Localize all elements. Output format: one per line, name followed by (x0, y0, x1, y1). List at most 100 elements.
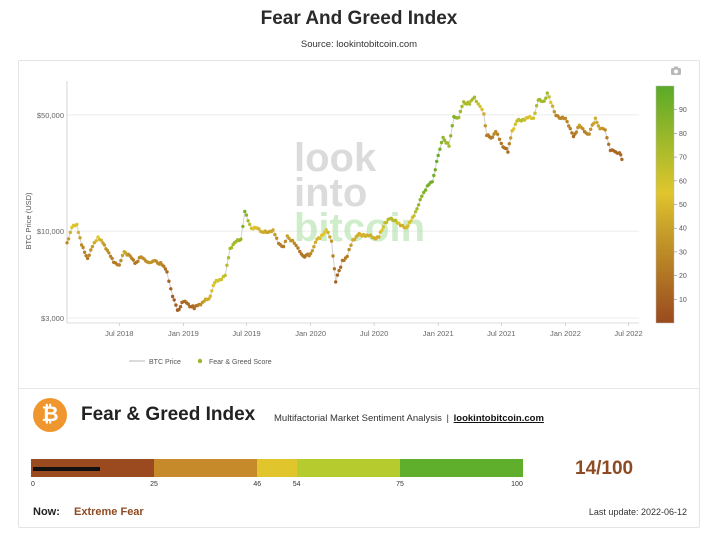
score-point (318, 236, 322, 241)
score-point (534, 104, 539, 108)
colorbar-tick-label: 10 (679, 297, 687, 304)
score-point (565, 119, 569, 124)
score-point (492, 132, 496, 136)
score-point (192, 306, 196, 311)
fg-subtitle-separator: | (446, 413, 450, 424)
score-point (377, 235, 381, 239)
x-tick-label: Jan 2022 (550, 329, 581, 338)
score-point (571, 134, 576, 139)
colorbar-tick-label: 90 (679, 107, 687, 114)
score-point (415, 207, 419, 211)
score-point (433, 168, 437, 172)
score-point (313, 240, 318, 244)
gauge-tick-label: 25 (150, 481, 158, 488)
score-point (482, 112, 486, 116)
gauge-ticks: 0 25 46 54 75 100 (31, 481, 523, 493)
score-point (478, 104, 482, 109)
score-point (225, 263, 229, 267)
score-point (552, 110, 556, 114)
score-point (226, 256, 231, 260)
score-point (65, 241, 69, 245)
score-point (110, 256, 114, 261)
score-point (507, 142, 511, 146)
score-point (570, 131, 574, 135)
now-label: Now: (33, 506, 60, 518)
score-point (418, 197, 422, 202)
score-point (169, 287, 173, 291)
score-point (82, 250, 87, 254)
score-point (574, 130, 579, 134)
score-point (438, 147, 442, 151)
score-point (533, 111, 537, 115)
score-point (281, 244, 286, 249)
score-point (136, 259, 140, 263)
score-point (119, 258, 123, 263)
score-point (544, 96, 548, 100)
score-point (174, 303, 178, 307)
fear-greed-gauge (31, 459, 523, 477)
y-axis-label: BTC Price (USD) (24, 192, 33, 250)
score-point (412, 214, 416, 218)
score-point (416, 203, 421, 207)
score-point (513, 122, 518, 126)
camera-icon[interactable] (671, 66, 681, 76)
score-point (550, 104, 555, 108)
legend-score: Fear & Greed Score (209, 359, 272, 366)
x-tick-label: Jan 2021 (423, 329, 454, 338)
score-value: 14/100 (575, 458, 634, 479)
score-point (432, 173, 436, 178)
score-point (449, 134, 453, 138)
score-point (219, 277, 224, 282)
score-point (406, 224, 410, 228)
score-point (120, 253, 125, 258)
colorbar-tick-label: 50 (679, 202, 687, 209)
score-point (409, 219, 413, 223)
chart-card: look into bitcoin $3,000 $10,000 $50,000 J… (18, 60, 700, 528)
source-link[interactable]: lookintobitcoin.com (453, 413, 544, 424)
score-point (472, 95, 477, 99)
score-point (186, 302, 190, 306)
page-subtitle: Source: lookintobitcoin.com (300, 39, 418, 50)
score-point (79, 243, 84, 247)
score-point (84, 254, 88, 258)
score-point (275, 236, 279, 240)
score-point (394, 218, 398, 222)
x-tick-label: Jul 2019 (232, 329, 260, 338)
score-point (441, 135, 445, 140)
score-point (587, 132, 591, 136)
score-point (504, 146, 508, 151)
score-point (271, 228, 275, 232)
score-point (476, 102, 480, 106)
score-point (296, 246, 300, 250)
score-point (422, 190, 426, 195)
score-point (512, 127, 516, 131)
score-point (331, 254, 335, 258)
score-point (380, 228, 384, 232)
x-tick-label: Jan 2019 (168, 329, 199, 338)
score-point (450, 124, 454, 128)
legend: BTC Price Fear & Greed Score (129, 358, 272, 366)
score-point (332, 267, 337, 271)
price-chart: look into bitcoin $3,000 $10,000 $50,000 J… (19, 61, 699, 388)
score-point (596, 124, 601, 128)
score-point (436, 153, 440, 158)
score-point (75, 222, 79, 227)
colorbar-ticks: 10 20 30 40 50 60 70 80 90 (674, 107, 687, 304)
score-point (595, 120, 599, 125)
score-point (165, 270, 169, 274)
score-point (329, 239, 334, 243)
score-point (605, 136, 609, 140)
y-tick-label: $50,000 (37, 111, 64, 120)
gauge-tick-label: 46 (253, 481, 262, 488)
score-point (211, 283, 215, 288)
score-point (568, 126, 572, 131)
score-point (90, 244, 95, 249)
now-sentiment: Extreme Fear (74, 506, 144, 518)
score-point (172, 298, 176, 302)
score-point (497, 137, 502, 141)
x-tick-label: Jul 2021 (487, 329, 515, 338)
colorbar-tick-label: 80 (679, 131, 687, 138)
fg-title: Fear & Greed Index (81, 404, 256, 425)
score-point (567, 124, 571, 128)
score-point (131, 258, 135, 262)
